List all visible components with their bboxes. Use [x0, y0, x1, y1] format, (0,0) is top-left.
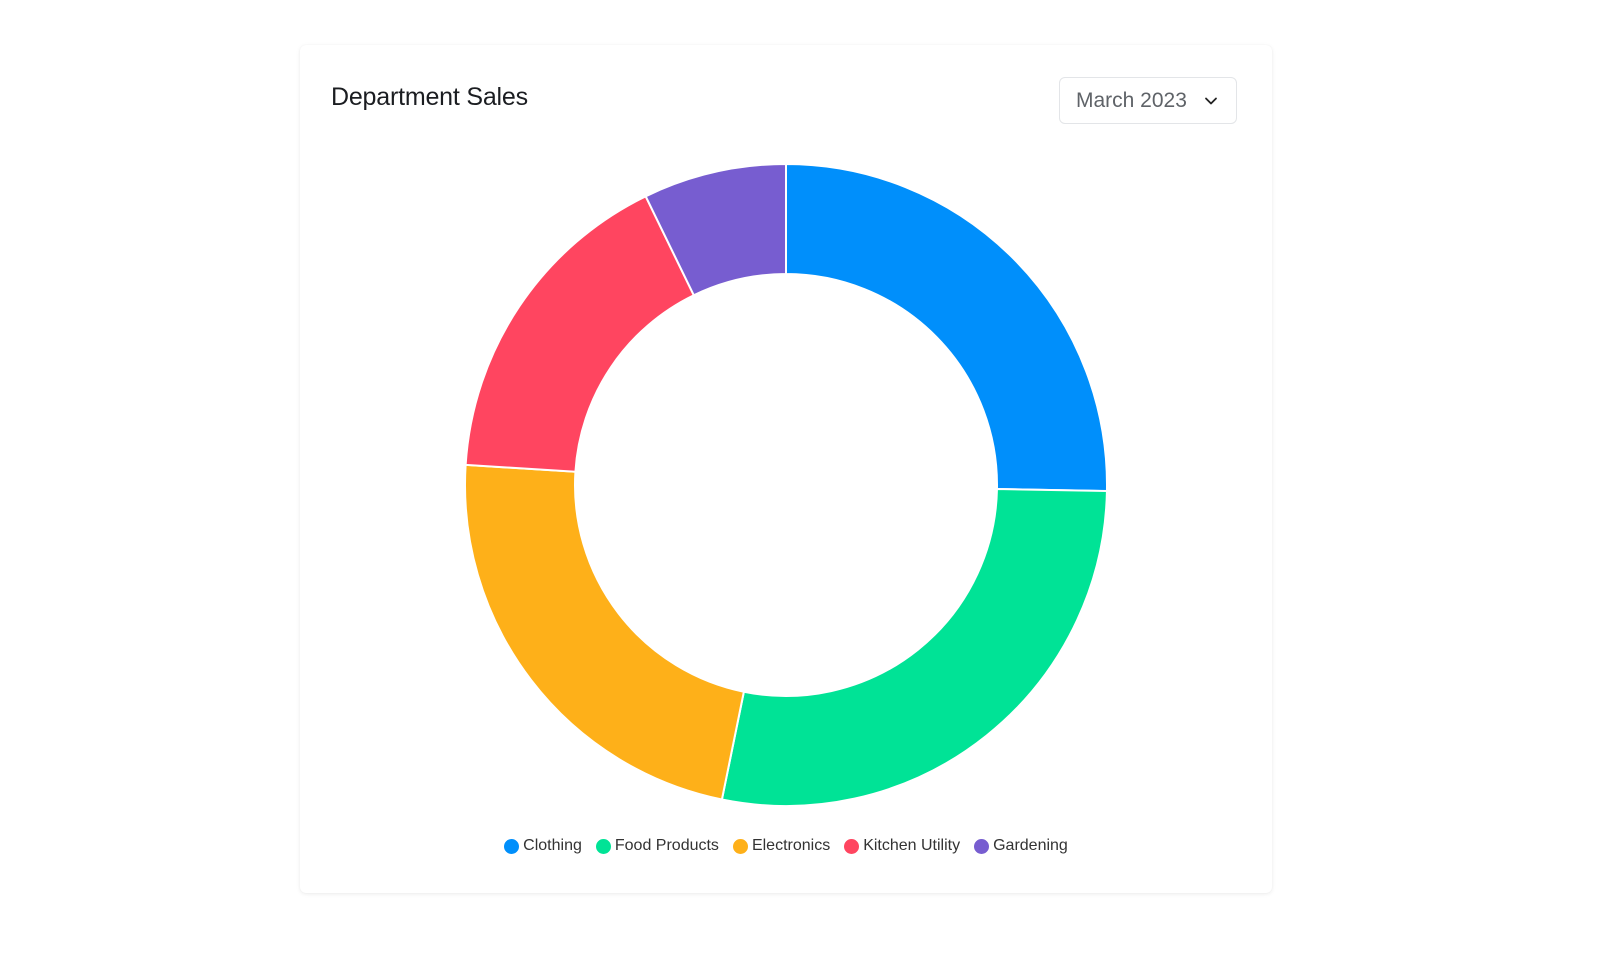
period-select[interactable]: March 2023 — [1059, 77, 1237, 124]
slice-electronics[interactable] — [464, 463, 746, 801]
chevron-down-icon — [1205, 97, 1217, 105]
legend-marker-icon — [844, 838, 860, 854]
department-sales-card: Department Sales March 2023 Clothing Food… — [300, 45, 1272, 893]
legend-item-gardening[interactable]: Gardening — [974, 837, 1068, 855]
legend-marker-icon — [595, 838, 611, 854]
slice-food-products[interactable] — [720, 487, 1108, 807]
card-title: Department Sales — [331, 83, 528, 111]
slice-gardening[interactable] — [644, 162, 787, 297]
legend-label: Gardening — [993, 837, 1068, 854]
legend-label: Food Products — [614, 837, 719, 854]
donut-chart — [464, 162, 1108, 807]
chart-legend: Clothing Food Products Electronics Kitchen … — [300, 837, 1272, 855]
legend-marker-icon — [504, 838, 520, 854]
legend-item-electronics[interactable]: Electronics — [732, 837, 831, 855]
legend-label: Electronics — [751, 837, 831, 854]
legend-marker-icon — [974, 838, 990, 854]
legend-label: Clothing — [523, 837, 582, 854]
legend-item-clothing[interactable]: Clothing — [504, 837, 582, 855]
legend-item-kitchen-utility[interactable]: Kitchen Utility — [844, 837, 960, 855]
legend-marker-icon — [732, 838, 748, 854]
slice-kitchen-utility[interactable] — [464, 194, 696, 473]
period-select-value: March 2023 — [1076, 88, 1187, 112]
legend-label: Kitchen Utility — [863, 837, 961, 854]
legend-item-food-products[interactable]: Food Products — [595, 837, 719, 855]
slice-clothing[interactable] — [785, 162, 1108, 493]
